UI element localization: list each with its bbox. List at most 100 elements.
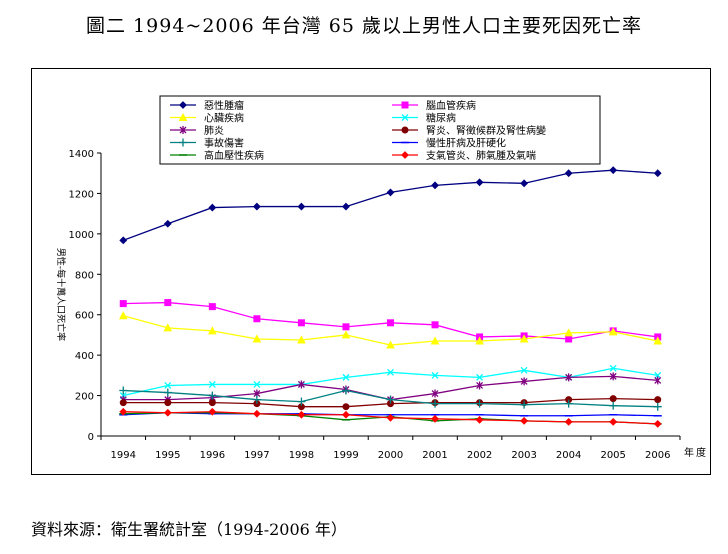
data-point-3-2	[208, 380, 216, 388]
x-tick-label: 2004	[556, 450, 581, 461]
data-point-4-12	[654, 376, 662, 385]
x-tick-label: 2003	[511, 450, 536, 461]
data-point-6-8	[475, 399, 484, 408]
x-tick-label: 1998	[289, 450, 314, 461]
y-tick-label: 1400	[69, 149, 94, 160]
data-point-0-12	[653, 169, 662, 178]
data-point-3-12	[654, 371, 662, 379]
source-note: 資料來源：衛生署統計室（1994-2006 年）	[31, 520, 347, 539]
data-point-5-0	[119, 399, 127, 407]
legend-label-0: 惡性腫瘤	[204, 99, 244, 112]
chart-frame: 0 200 400 600 800 1000 1200 1400 1994 1995 1996 199…	[31, 68, 711, 475]
line-chart: 0 200 400 600 800 1000 1200 1400 1994 1995 1996 199…	[55, 95, 706, 461]
data-point-9-0	[119, 407, 128, 416]
data-point-6-2	[208, 391, 217, 400]
data-point-1-2	[208, 303, 216, 311]
data-point-0-4	[297, 202, 306, 211]
data-point-5-11	[609, 395, 617, 403]
data-point-0-5	[342, 202, 350, 211]
x-tick-label: 1999	[333, 450, 358, 461]
data-point-5-2	[208, 399, 216, 407]
data-point-2-2	[208, 326, 217, 335]
legend-label-9: 支氣管炎、肺氣腫及氣喘	[426, 149, 536, 162]
data-point-1-4	[297, 319, 305, 327]
data-point-2-3	[252, 334, 262, 343]
data-point-3-5	[342, 373, 350, 381]
data-point-2-0	[118, 311, 128, 320]
data-point-6-4	[297, 397, 306, 406]
x-tick-label: 1995	[155, 450, 180, 461]
y-tick-label: 200	[75, 392, 94, 403]
data-point-0-10	[564, 169, 573, 178]
data-point-6-5	[341, 386, 350, 395]
data-point-2-5	[341, 330, 351, 339]
y-tick-label: 600	[75, 311, 94, 322]
data-point-5-12	[654, 396, 662, 404]
legend-label-3: 糖尿病	[426, 112, 456, 125]
x-tick-label: 2000	[378, 450, 403, 461]
data-point-6-3	[252, 395, 261, 404]
data-point-3-9	[520, 366, 528, 374]
series-line-0	[123, 169, 658, 241]
data-point-1-0	[119, 300, 127, 308]
data-point-2-12	[653, 336, 663, 345]
data-point-6-1	[163, 388, 172, 397]
data-point-4-4	[297, 380, 305, 389]
data-point-9-7	[431, 414, 439, 423]
legend-label-7: 慢性肝病及肝硬化	[426, 137, 506, 150]
data-point-6-9	[520, 400, 529, 409]
x-tick-label: 1996	[200, 450, 225, 461]
legend-marker-0	[179, 101, 187, 109]
legend-marker-5	[401, 126, 409, 134]
data-point-9-8	[475, 415, 484, 424]
data-point-0-7	[431, 181, 439, 190]
data-point-1-3	[253, 315, 261, 323]
data-point-4-8	[476, 381, 484, 390]
data-point-0-0	[119, 236, 128, 245]
data-point-0-3	[252, 202, 261, 211]
legend-marker-6	[179, 138, 187, 147]
data-point-4-11	[609, 372, 617, 381]
data-point-6-0	[119, 386, 128, 395]
y-tick-label: 800	[75, 270, 94, 281]
data-point-0-8	[475, 178, 484, 187]
data-point-1-6	[387, 319, 394, 327]
data-point-9-3	[252, 409, 261, 418]
data-point-2-1	[163, 323, 173, 332]
data-point-2-8	[475, 336, 484, 345]
data-point-1-1	[164, 299, 172, 307]
data-point-6-11	[609, 401, 618, 410]
data-point-6-12	[653, 402, 662, 411]
data-point-2-7	[430, 336, 440, 345]
data-point-4-9	[520, 377, 528, 386]
x-tick-label: 1997	[244, 450, 269, 461]
data-point-1-7	[431, 321, 439, 329]
data-point-6-10	[564, 399, 573, 408]
legend-marker-2	[178, 112, 188, 121]
legend-label-2: 心臟疾病	[204, 112, 244, 125]
data-point-2-6	[386, 340, 395, 349]
data-point-3-7	[431, 371, 439, 379]
data-point-2-10	[564, 328, 573, 337]
legend-marker-3	[401, 114, 409, 121]
data-point-1-10	[565, 335, 573, 343]
data-point-4-7	[431, 389, 439, 398]
data-point-9-1	[163, 408, 172, 417]
data-point-9-11	[609, 417, 618, 426]
data-point-2-11	[608, 327, 618, 336]
x-tick-label: 1994	[111, 450, 136, 461]
y-tick-label: 1000	[69, 230, 94, 241]
y-axis-label: 男性-每十萬人口死亡率	[55, 248, 67, 341]
x-tick-label: 2002	[467, 450, 492, 461]
data-point-9-12	[653, 419, 662, 428]
data-point-3-8	[476, 373, 484, 381]
data-point-0-2	[208, 203, 217, 212]
data-point-0-11	[609, 166, 618, 175]
legend-label-8: 高血壓性疾病	[204, 149, 264, 162]
legend-label-4: 肺炎	[204, 125, 224, 137]
legend	[159, 95, 601, 165]
data-point-2-9	[519, 334, 529, 343]
legend-label-1: 腦血管疾病	[426, 99, 476, 112]
data-point-3-1	[164, 382, 172, 389]
data-point-4-10	[565, 373, 573, 382]
